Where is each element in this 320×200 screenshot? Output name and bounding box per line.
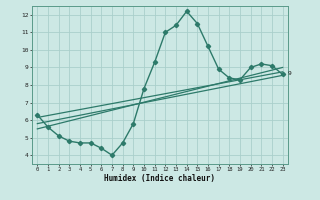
Text: 9: 9 xyxy=(288,71,292,76)
X-axis label: Humidex (Indice chaleur): Humidex (Indice chaleur) xyxy=(105,174,215,183)
